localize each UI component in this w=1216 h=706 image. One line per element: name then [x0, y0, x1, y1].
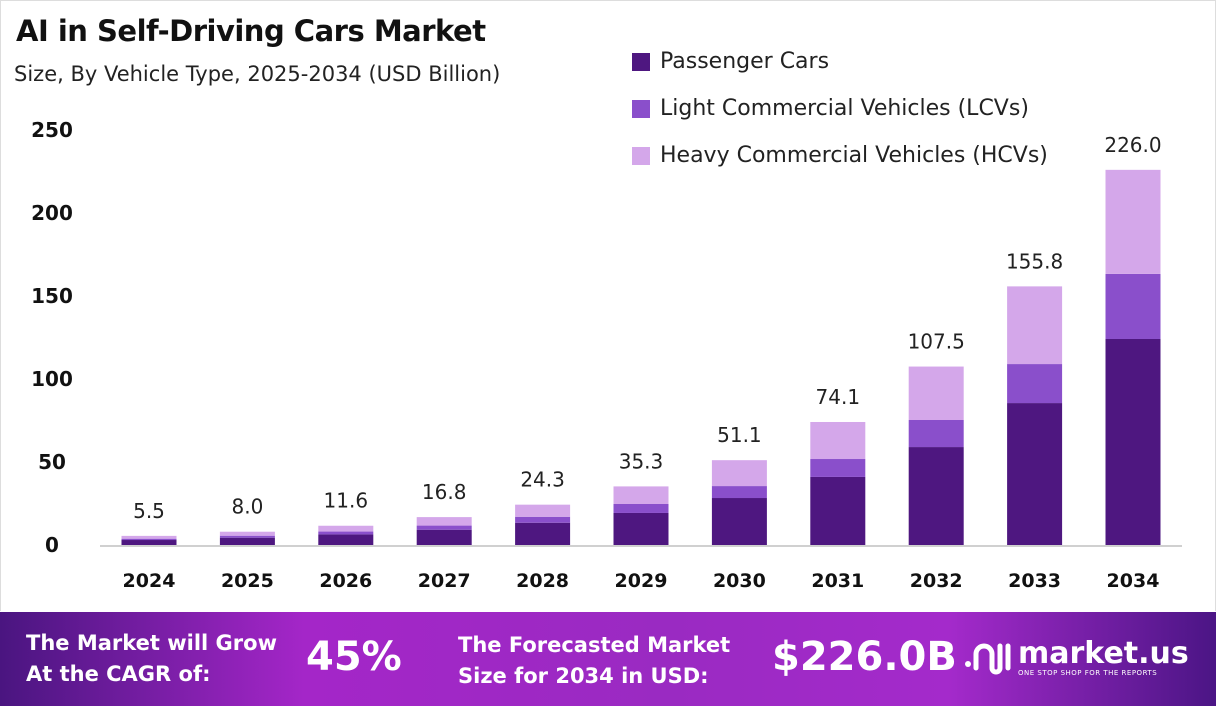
y-tick-label: 0 — [45, 533, 59, 557]
x-tick-label: 2030 — [713, 570, 766, 592]
bar-segment-hcv — [121, 535, 177, 539]
bar-segment-lcv — [515, 516, 571, 523]
bar-segment-hcv — [1007, 286, 1063, 365]
legend-swatch — [632, 99, 650, 118]
bar-segment-hcv — [318, 525, 374, 532]
bar-segment-passenger — [1007, 403, 1063, 545]
logo-name: market.us — [1018, 636, 1189, 671]
bar-total-label: 16.8 — [422, 480, 467, 504]
y-tick-label: 50 — [38, 450, 66, 474]
bar-segment-passenger — [416, 529, 472, 545]
bar-segment-lcv — [219, 535, 275, 538]
bar-total-label: 8.0 — [231, 495, 263, 519]
bar-segment-passenger — [515, 522, 571, 545]
bar-total-label: 35.3 — [619, 449, 664, 473]
x-tick-label: 2033 — [1008, 570, 1061, 592]
bar-segment-passenger — [810, 476, 866, 545]
x-tick-label: 2027 — [418, 570, 471, 592]
bar-segment-lcv — [613, 503, 669, 513]
y-tick-label: 250 — [31, 118, 73, 142]
bar-segment-passenger — [908, 447, 964, 545]
bar-total-label: 11.6 — [324, 489, 369, 513]
bar-segment-hcv — [515, 504, 571, 517]
bar-segment-lcv — [318, 531, 374, 535]
bar-segment-hcv — [711, 460, 767, 487]
legend-swatch — [632, 146, 650, 165]
bar-segment-hcv — [416, 517, 472, 526]
bar-segment-passenger — [1105, 338, 1161, 545]
x-tick-label: 2029 — [615, 570, 668, 592]
y-tick-label: 100 — [31, 367, 73, 391]
bar-total-label: 24.3 — [520, 468, 565, 492]
logo-tagline: ONE STOP SHOP FOR THE REPORTS — [1018, 669, 1158, 677]
legend: Passenger Cars Light Commercial Vehicles… — [632, 38, 1048, 179]
bar-segment-hcv — [1105, 169, 1161, 274]
bar-segment-hcv — [908, 366, 964, 421]
bar-segment-lcv — [1007, 364, 1063, 404]
bar-segment-passenger — [121, 540, 177, 545]
forecast-label-line1: The Forecasted Market — [458, 633, 731, 657]
bar-segment-lcv — [711, 486, 767, 499]
bar-segment-hcv — [613, 486, 669, 504]
bar-total-label: 107.5 — [908, 330, 965, 354]
bar-segment-lcv — [121, 538, 177, 541]
chart-title: AI in Self-Driving Cars Market — [16, 14, 486, 48]
y-tick-label: 150 — [31, 284, 73, 308]
bar-segment-lcv — [810, 459, 866, 477]
x-tick-label: 2034 — [1107, 570, 1160, 592]
x-tick-label: 2026 — [319, 570, 372, 592]
cagr-label-line1: The Market will Grow — [26, 631, 277, 655]
bar-segment-passenger — [613, 512, 669, 545]
bar-total-label: 155.8 — [1006, 249, 1063, 273]
footer-banner: The Market will Grow At the CAGR of: 45%… — [0, 612, 1216, 706]
legend-label: Heavy Commercial Vehicles (HCVs) — [660, 143, 1048, 168]
market-us-logo: market.us ONE STOP SHOP FOR THE REPORTS — [962, 638, 1189, 678]
bar-total-label: 74.1 — [816, 385, 861, 409]
bar-total-label: 226.0 — [1104, 133, 1161, 157]
chart-plot: 0 50 100 150 200 250 5.5 2024 8.0 2025 11.6 2026 16.… — [31, 118, 1182, 592]
bar-segment-lcv — [416, 525, 472, 530]
x-tick-label: 2024 — [123, 570, 176, 592]
legend-item-passenger: Passenger Cars — [632, 38, 1048, 85]
cagr-label: The Market will Grow At the CAGR of: — [26, 628, 277, 690]
x-tick-label: 2025 — [221, 570, 274, 592]
cagr-value: 45% — [306, 634, 402, 680]
y-tick-label: 200 — [31, 201, 73, 225]
x-tick-label: 2031 — [811, 570, 864, 592]
bar-segment-hcv — [219, 531, 275, 536]
x-tick-label: 2032 — [910, 570, 963, 592]
bar-segment-lcv — [1105, 273, 1161, 339]
legend-label: Passenger Cars — [660, 49, 830, 74]
legend-item-lcv: Light Commercial Vehicles (LCVs) — [632, 85, 1048, 132]
logo-icon — [965, 643, 1011, 675]
bar-segment-passenger — [219, 537, 275, 545]
legend-label: Light Commercial Vehicles (LCVs) — [660, 96, 1029, 121]
legend-item-hcv: Heavy Commercial Vehicles (HCVs) — [632, 132, 1048, 179]
bar-segment-passenger — [318, 534, 374, 545]
bar-segment-passenger — [711, 498, 767, 545]
forecast-label-line2: Size for 2034 in USD: — [458, 664, 709, 688]
x-tick-label: 2028 — [516, 570, 569, 592]
bar-segment-hcv — [810, 421, 866, 460]
forecast-value: $226.0B — [772, 634, 957, 680]
cagr-label-line2: At the CAGR of: — [26, 662, 211, 686]
chart-subtitle: Size, By Vehicle Type, 2025-2034 (USD Bi… — [14, 62, 501, 86]
bar-total-label: 51.1 — [717, 423, 762, 447]
legend-swatch — [632, 52, 650, 71]
forecast-label: The Forecasted Market Size for 2034 in U… — [458, 630, 730, 692]
bar-total-label: 5.5 — [133, 499, 165, 523]
bar-segment-lcv — [908, 420, 964, 448]
